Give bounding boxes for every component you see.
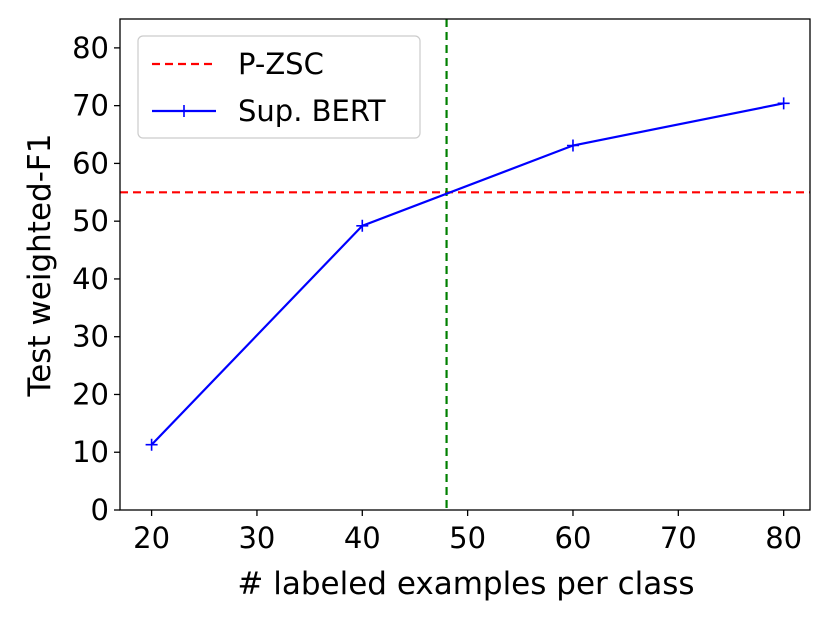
legend-label-p-zsc: P-ZSC bbox=[238, 47, 324, 81]
legend-marker-sup-bert bbox=[178, 105, 190, 117]
series-line-sup-bert bbox=[150, 102, 784, 446]
y-tick-label: 50 bbox=[72, 204, 109, 238]
y-tick-label: 0 bbox=[91, 493, 109, 527]
y-axis-label: Test weighted-F1 bbox=[22, 134, 58, 398]
x-tick-label: 50 bbox=[449, 521, 486, 555]
data-point bbox=[145, 438, 158, 451]
y-tick-label: 10 bbox=[72, 435, 109, 469]
data-point bbox=[777, 97, 790, 110]
plot-frame bbox=[119, 18, 811, 511]
x-tick-label: 20 bbox=[133, 521, 170, 555]
data-point bbox=[566, 139, 579, 152]
y-tick-label: 40 bbox=[72, 262, 109, 296]
x-tick-label: 60 bbox=[555, 521, 592, 555]
y-tick-label: 70 bbox=[72, 89, 109, 123]
data-point bbox=[356, 219, 369, 232]
y-tick-label: 80 bbox=[72, 31, 109, 65]
y-tick-label: 60 bbox=[72, 146, 109, 180]
legend-label-sup-bert: Sup. BERT bbox=[238, 94, 386, 128]
x-tick-label: 40 bbox=[344, 521, 381, 555]
legend-box bbox=[137, 35, 421, 139]
x-tick-label: 30 bbox=[238, 521, 275, 555]
legend: P-ZSC Sup. BERT bbox=[137, 35, 421, 139]
x-tick-label: 80 bbox=[765, 521, 802, 555]
y-tick-label: 30 bbox=[72, 320, 109, 354]
x-tick-label: 70 bbox=[660, 521, 697, 555]
y-tick-label: 20 bbox=[72, 377, 109, 411]
x-axis-label: # labeled examples per class bbox=[237, 566, 694, 602]
